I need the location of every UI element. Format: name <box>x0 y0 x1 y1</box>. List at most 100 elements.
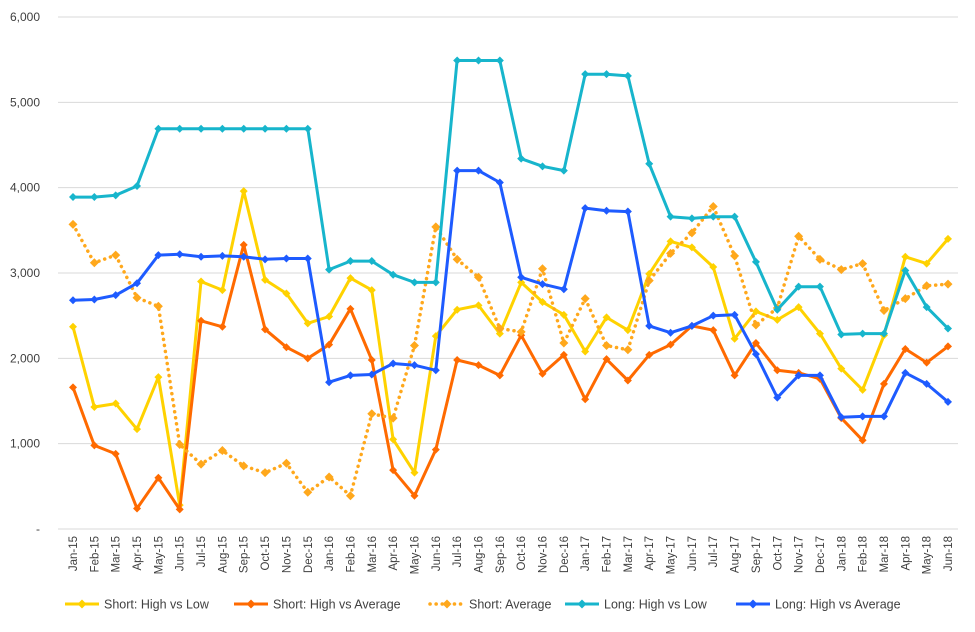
data-point-marker <box>239 124 248 133</box>
legend-label: Short: Average <box>469 598 552 612</box>
series-line <box>71 204 950 498</box>
data-point-marker <box>794 231 804 241</box>
data-point-marker <box>687 243 696 252</box>
data-point-marker <box>431 445 440 454</box>
data-point-marker <box>943 279 953 289</box>
data-point-marker <box>69 322 77 331</box>
data-point-marker <box>602 70 611 79</box>
data-point-marker <box>666 212 675 221</box>
data-point-marker <box>730 212 739 221</box>
x-tick-label: Mar-15 <box>111 536 123 572</box>
data-point-marker <box>453 166 462 175</box>
x-tick-label: Jan-18 <box>836 536 848 571</box>
x-tick-label: Mar-18 <box>879 536 891 572</box>
data-point-marker <box>879 329 888 338</box>
data-point-marker <box>748 599 758 609</box>
data-point-marker <box>239 252 248 261</box>
data-point-marker <box>922 259 931 268</box>
data-point-marker <box>410 278 419 287</box>
data-point-marker <box>709 311 718 320</box>
data-point-marker <box>901 368 910 377</box>
data-point-marker <box>474 301 483 310</box>
data-point-marker <box>389 270 398 279</box>
legend-label: Short: High vs Average <box>273 598 401 612</box>
data-point-marker <box>196 459 206 469</box>
data-point-marker <box>239 461 249 471</box>
x-tick-label: Feb-16 <box>345 536 357 572</box>
data-point-marker <box>517 154 526 163</box>
data-point-marker <box>346 274 355 283</box>
x-tick-label: May-15 <box>153 536 165 574</box>
legend-label: Long: High vs Low <box>604 598 708 612</box>
data-point-marker <box>154 473 163 482</box>
x-tick-label: Dec-17 <box>815 536 827 573</box>
data-point-marker <box>389 359 398 368</box>
x-tick-label: Aug-15 <box>217 536 229 573</box>
data-point-marker <box>154 124 163 133</box>
data-point-marker <box>239 240 248 249</box>
data-point-marker <box>837 413 846 422</box>
x-tick-label: Apr-15 <box>132 536 144 571</box>
data-point-marker <box>69 296 77 305</box>
x-tick-label: Jan-15 <box>68 536 80 571</box>
data-point-marker <box>367 257 376 266</box>
data-point-marker <box>687 228 697 238</box>
data-point-marker <box>246 599 256 609</box>
series-line <box>72 169 949 419</box>
y-tick-label: 2,000 <box>10 351 40 365</box>
x-tick-label: Jun-16 <box>431 536 443 571</box>
data-point-marker <box>133 181 142 190</box>
data-point-marker <box>325 378 334 387</box>
data-point-marker <box>133 425 142 434</box>
data-point-marker <box>602 206 611 215</box>
data-point-marker <box>197 277 206 286</box>
data-point-marker <box>645 350 654 359</box>
data-point-marker <box>944 234 952 243</box>
data-point-marker <box>346 304 355 313</box>
data-point-marker <box>175 124 184 133</box>
data-point-marker <box>623 71 632 80</box>
series-line <box>71 243 949 511</box>
data-point-marker <box>239 187 248 196</box>
data-point-marker <box>453 356 462 365</box>
data-point-marker <box>346 371 355 380</box>
data-point-marker <box>538 369 547 378</box>
data-point-marker <box>345 491 355 501</box>
data-point-marker <box>751 307 760 316</box>
data-point-marker <box>175 505 184 514</box>
data-point-marker <box>495 178 504 187</box>
data-point-marker <box>431 366 440 375</box>
data-point-marker <box>282 289 291 298</box>
data-point-marker <box>666 237 675 246</box>
data-point-marker <box>645 269 654 278</box>
data-point-marker <box>879 412 888 421</box>
x-tick-label: Apr-16 <box>388 536 400 571</box>
data-point-marker <box>431 278 440 287</box>
x-tick-label: Aug-16 <box>473 536 485 573</box>
x-tick-label: Sep-15 <box>239 536 251 573</box>
x-tick-label: Mar-17 <box>623 536 635 572</box>
x-tick-label: Jul-15 <box>196 536 208 567</box>
x-tick-label: Apr-17 <box>644 536 656 571</box>
data-point-marker <box>901 252 910 261</box>
data-point-marker <box>687 214 696 223</box>
data-point-marker <box>944 342 952 351</box>
data-point-marker <box>730 371 739 380</box>
data-point-marker <box>89 258 99 268</box>
data-point-marker <box>111 250 121 260</box>
data-point-marker <box>367 356 376 365</box>
data-point-marker <box>197 316 206 325</box>
data-point-marker <box>261 325 270 334</box>
data-point-marker <box>751 338 760 347</box>
data-point-marker <box>282 254 291 263</box>
data-point-marker <box>69 193 77 202</box>
x-axis-tick-labels: Jan-15 Feb-15 Mar-15 Apr-15 May-15 Jun-15 Jul-… <box>68 536 955 574</box>
data-point-marker <box>516 327 526 337</box>
data-point-marker <box>794 282 803 291</box>
data-point-marker <box>602 313 611 322</box>
series-long-high-vs-average <box>69 166 952 422</box>
data-point-marker <box>645 159 654 168</box>
data-point-marker <box>90 402 99 411</box>
data-point-marker <box>815 282 824 291</box>
data-point-marker <box>197 124 206 133</box>
